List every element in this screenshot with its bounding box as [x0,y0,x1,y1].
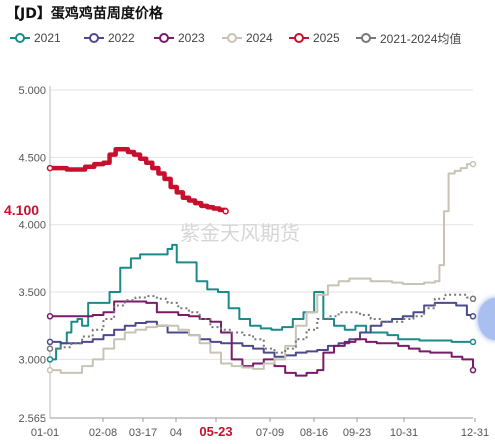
series-point-2025 [222,207,229,215]
series-point-2025 [46,164,54,172]
y-tick-label: 4.000 [18,220,46,232]
series-line-2022 [50,301,474,358]
series-line-2025 [50,147,228,213]
series-point-2022 [469,313,477,320]
last-value-label: 4.100 [4,202,39,218]
legend-marker-2024 [222,33,242,43]
legend-marker-2022 [84,33,104,43]
y-tick-label: 2.565 [18,413,46,425]
watermark: 紫金天风期货 [180,221,300,245]
legend-item-2021[interactable]: 2021 [10,29,61,47]
series-point-2021 [469,338,477,346]
x-tick-label: 08-16 [300,427,328,439]
y-tick-label: 5.000 [18,85,46,97]
series-point-2023 [46,313,54,320]
legend-label-2025: 2025 [313,31,340,45]
series-point-2024 [469,160,477,168]
series-line-2021-2024均值 [50,293,474,354]
x-tick-label-highlight: 05-23 [199,424,232,439]
y-tick-label: 4.500 [18,152,46,164]
legend-item-2022[interactable]: 2022 [84,29,135,47]
legend-item-average[interactable]: 2021-2024均值 [356,29,461,47]
series-point-2024 [46,366,54,374]
x-axis: 01-01 02-08 03-17 04 05-23 07-09 08-16 09-23 10-… [31,417,489,439]
x-tick-label: 12-31 [461,427,489,439]
legend-marker-2023 [154,33,174,43]
x-tick-label: 01-01 [31,427,59,439]
x-tick-label: 04 [170,427,182,439]
legend-marker-average [356,33,376,43]
series-point-2022 [46,338,54,346]
legend-item-2025[interactable]: 2025 [289,29,340,47]
legend-item-2023[interactable]: 2023 [154,29,205,47]
x-tick-label: 10-31 [390,427,418,439]
legend-label-2024: 2024 [246,31,273,45]
y-tick-label: 3.500 [18,287,46,299]
x-tick-label: 02-08 [89,427,117,439]
y-axis: 2.565 3.000 3.500 4.000 4.500 5.000 [18,85,51,425]
series-lines [46,147,477,377]
legend-label-2023: 2023 [178,31,205,45]
legend-marker-2021 [10,33,30,43]
chart-title: 【JD】蛋鸡鸡苗周度价格 [6,6,163,22]
series-line-2024 [50,163,473,374]
series-point-2021-2024均值 [469,295,477,303]
x-tick-label: 07-09 [256,427,284,439]
series-point-2021-2024均值 [46,345,54,352]
legend-marker-2025 [289,33,309,43]
series-point-2023 [469,366,477,374]
legend-label-2021: 2021 [34,31,61,45]
legend-label-2022: 2022 [108,31,135,45]
scroll-handle[interactable] [478,298,495,340]
x-tick-label: 09-23 [343,427,371,439]
x-tick-label: 03-17 [129,427,157,439]
legend-item-2024[interactable]: 2024 [222,29,273,47]
series-point-2021 [46,356,54,363]
legend-label-average: 2021-2024均值 [380,31,462,46]
chart-legend: 2021 2022 2023 2024 2025 2021-2024均值 [0,29,495,49]
y-tick-label: 3.000 [18,354,46,366]
series-line-2023 [50,300,474,377]
